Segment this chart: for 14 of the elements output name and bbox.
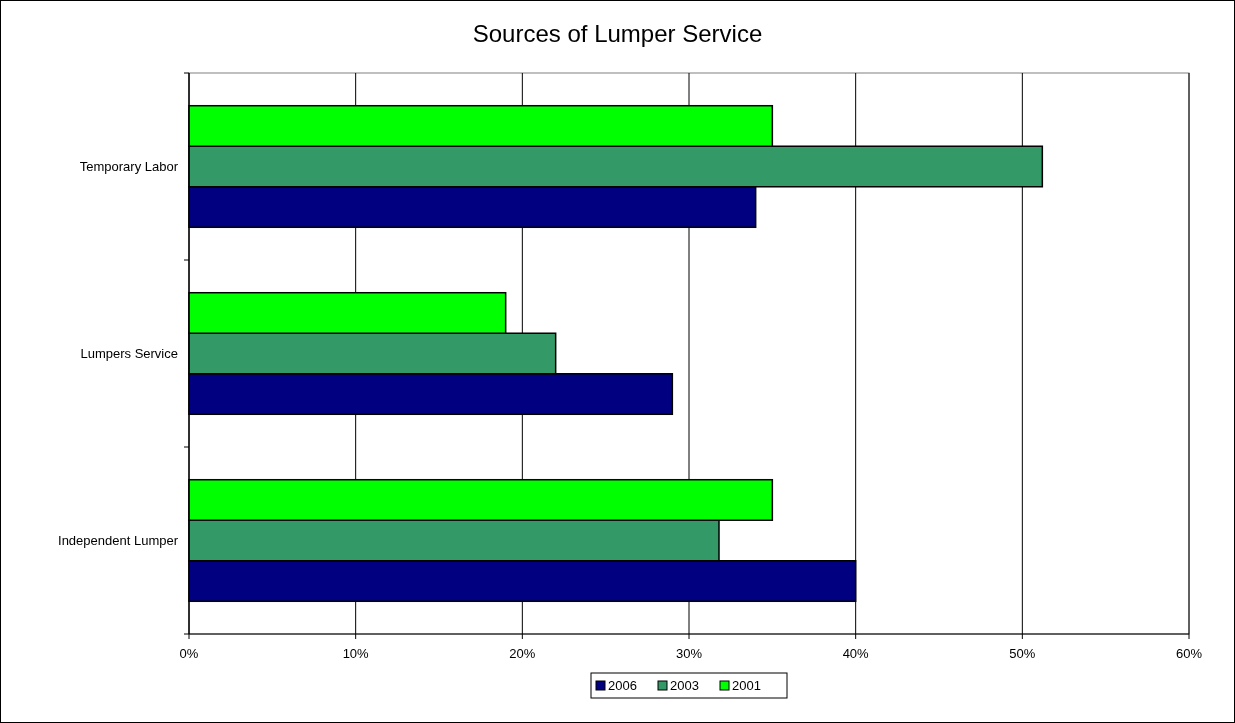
x-tick-label: 20% <box>509 646 536 661</box>
chart-title: Sources of Lumper Service <box>472 20 763 47</box>
x-tick-label: 10% <box>342 646 370 661</box>
x-tick-label: 50% <box>1009 646 1036 661</box>
x-tick-label: 60% <box>1175 646 1203 661</box>
y-tick-label: Temporary Labor <box>79 158 179 174</box>
legend-label: 2003 <box>670 678 699 693</box>
y-tick-label: Lumpers Service <box>80 345 178 361</box>
legend-label: 2006 <box>608 678 637 693</box>
y-tick-label: Independent Lumper <box>58 532 179 548</box>
x-tick-label: 40% <box>842 646 870 661</box>
x-tick-label: 30% <box>675 646 703 661</box>
legend-label: 2001 <box>732 678 761 693</box>
x-tick-label: 0% <box>179 646 199 661</box>
